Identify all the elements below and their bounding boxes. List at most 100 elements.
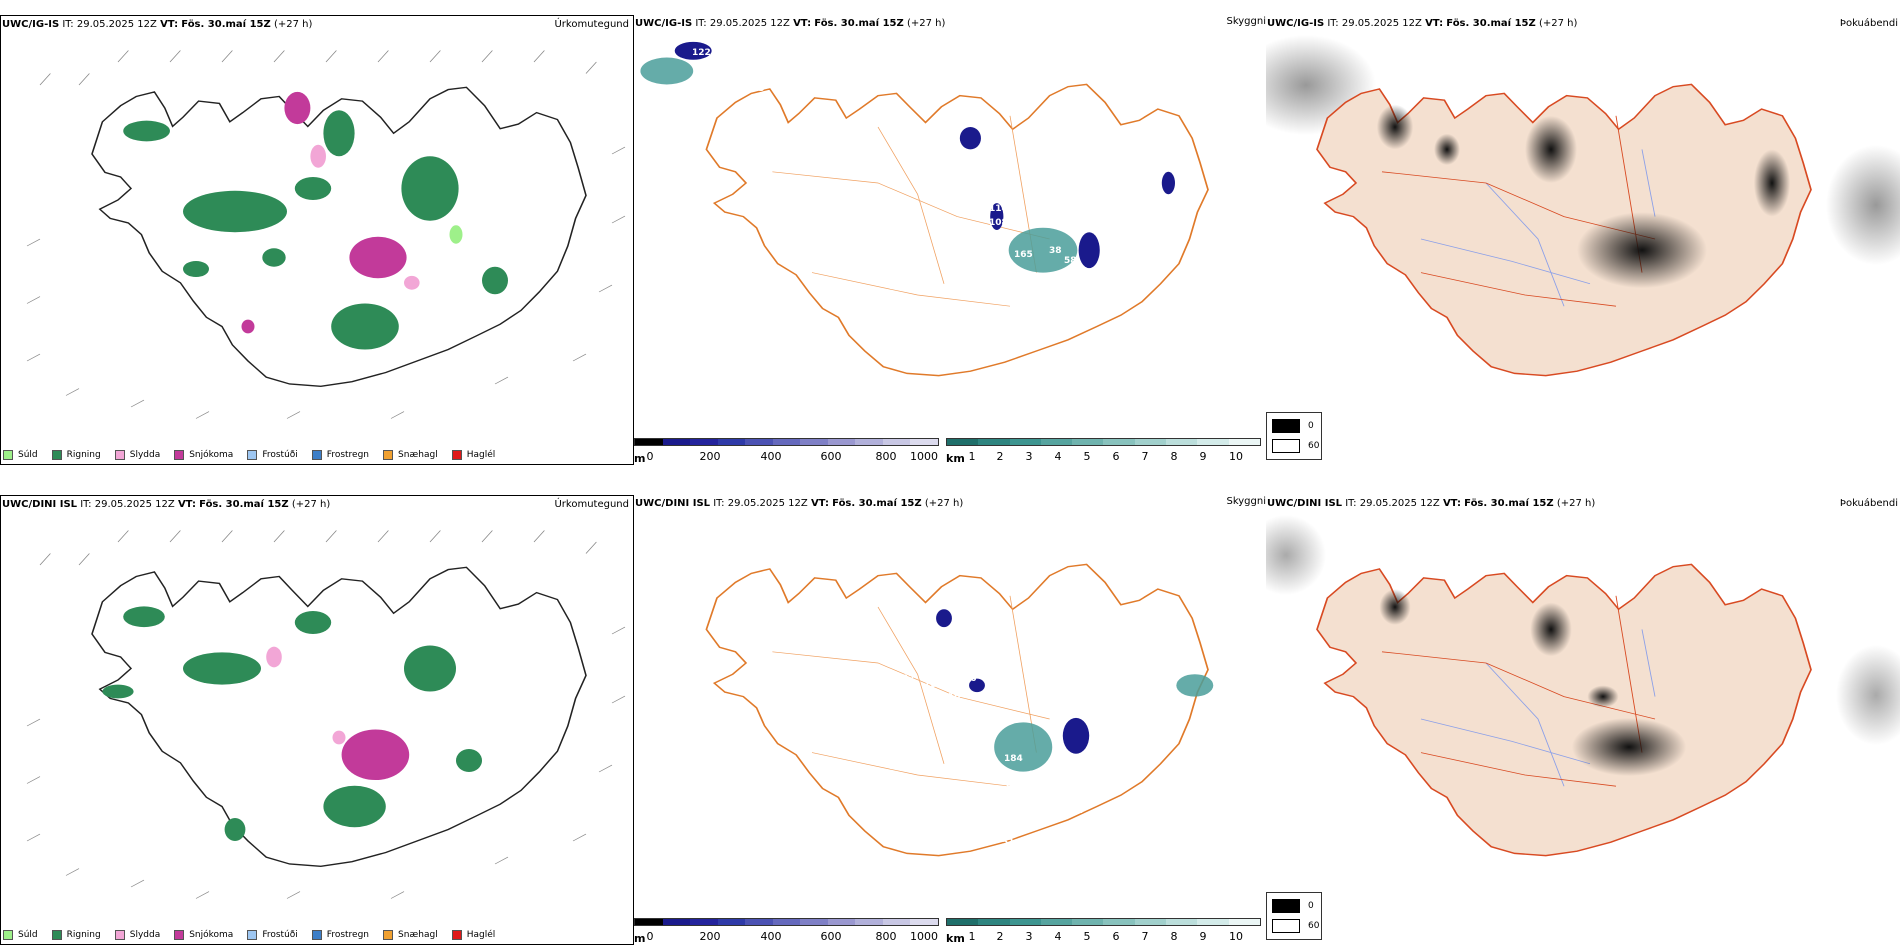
legend-swatch	[114, 930, 125, 940]
vis-value-label: 85	[882, 600, 895, 610]
visibility-tick: 10	[1229, 930, 1243, 943]
vis-value-label: 38	[1049, 246, 1062, 256]
visibility-unit: km	[946, 452, 965, 465]
legend-label: Frostregn	[326, 930, 370, 940]
legend-swatch	[451, 450, 462, 460]
vis-value-label: 52	[1084, 270, 1097, 280]
legend-item: Snæhagl	[383, 930, 438, 940]
legend-item: Frostúði	[247, 450, 298, 460]
legend-label: Snæhagl	[398, 930, 438, 940]
cloud-base-bar-segment	[635, 919, 663, 925]
legend-item: Snjókoma	[174, 930, 233, 940]
vis-value-label: 55	[752, 84, 765, 94]
vt-label: VT:	[793, 18, 812, 29]
visibility-bar-segment	[1040, 439, 1073, 445]
model-name: UWC/IG-IS	[2, 19, 60, 30]
visibility-panel-dini: 85 25 18 22 16 10 16 184 86 283 28 349 123 161 12 40 51 …	[634, 495, 1266, 945]
vis-value-label: 84	[1036, 280, 1049, 290]
it-label: IT:	[1327, 18, 1339, 29]
legend-swatch	[51, 930, 62, 940]
legend-swatch	[383, 930, 394, 940]
visibility-tick: 7	[1141, 450, 1149, 463]
cloud-base-bar-segment	[717, 439, 746, 445]
visibility-bar-segment	[1009, 919, 1041, 925]
visibility-bar-segment	[1228, 919, 1260, 925]
vt-label: VT:	[177, 499, 196, 510]
visibility-bar-segment	[1134, 919, 1167, 925]
it-label: IT:	[713, 498, 725, 509]
visibility-bar-segment	[1166, 439, 1198, 445]
cloud-base-bar-segment	[772, 439, 801, 445]
cloud-base-tick: 1000	[910, 930, 938, 943]
visibility-tick: 2	[996, 450, 1004, 463]
legend-swatch	[451, 930, 462, 940]
vis-value-label: 11	[1052, 304, 1065, 314]
cloud-base-bar	[634, 918, 939, 926]
it-value: 29.05.2025 12Z	[94, 499, 175, 510]
visibility-bar-segment	[947, 439, 979, 445]
cloud-base-bar-segment	[910, 439, 939, 445]
legend-item: Haglél	[451, 930, 495, 940]
legend-label: Haglél	[466, 450, 496, 460]
fog-map-igis	[1266, 35, 1900, 377]
it-value: 29.05.2025 12Z	[1359, 498, 1440, 509]
visibility-bar-segment	[1228, 439, 1260, 445]
vt-label: VT:	[810, 498, 829, 509]
vis-value-label: 108	[682, 26, 701, 36]
vis-value-label: 18	[892, 686, 905, 696]
vis-value-label: 25	[879, 686, 892, 696]
vis-value-label: 90	[899, 400, 912, 410]
lead-time: (+27 h)	[1556, 498, 1596, 509]
cloud-base-bar-segment	[882, 439, 911, 445]
vis-value-label: 16	[924, 680, 937, 690]
vis-value-label: 106	[900, 132, 919, 142]
fog-legend-label: 0	[1308, 421, 1314, 431]
cloud-base-bar-segment	[772, 919, 801, 925]
legend-swatch	[247, 450, 258, 460]
vis-value-label: 161	[1064, 806, 1083, 816]
legend-swatch	[3, 450, 13, 460]
legend-label: Rigning	[66, 930, 101, 940]
legend-item: Frostregn	[311, 450, 369, 460]
visibility-tick: 5	[1083, 930, 1091, 943]
visibility-bar-segment	[1166, 919, 1198, 925]
model-name: UWC/IG-IS	[635, 18, 693, 29]
cloud-base-bar-segment	[745, 439, 773, 445]
legend-item: Slydda	[114, 450, 160, 460]
precip-type-legend: Súld Rigning Slydda Snjókoma Frostúði Fr…	[3, 930, 495, 940]
cloud-base-unit: m	[634, 932, 646, 945]
fog-legend-swatch	[1272, 439, 1300, 453]
fog-panel-igis: UWC/IG-IS IT: 29.05.2025 12Z VT: Fös. 30…	[1266, 15, 1900, 465]
panel-title: Þokuábendi	[1839, 18, 1898, 29]
vis-value-label: 122	[692, 48, 711, 58]
legend-label: Súld	[18, 930, 38, 940]
vis-value-label: 165	[1014, 250, 1033, 260]
visibility-bar-segment	[1040, 919, 1073, 925]
it-label: IT:	[80, 499, 92, 510]
fog-legend-item: 60	[1272, 919, 1319, 933]
legend-swatch	[3, 930, 13, 940]
vis-value-label: 283	[1006, 796, 1025, 806]
fog-legend-item: 0	[1272, 899, 1314, 913]
cloud-base-tick: 400	[760, 450, 782, 463]
precip-type-panel-igis: UWC/IG-IS IT: 29.05.2025 12Z VT: Fös. 30…	[0, 15, 634, 465]
visibility-tick: 9	[1199, 930, 1207, 943]
it-value: 29.05.2025 12Z	[1341, 18, 1422, 29]
vt-value: Fös. 30.maí 15Z	[832, 498, 922, 509]
visibility-tick: 4	[1054, 930, 1062, 943]
legend-swatch	[311, 450, 322, 460]
vt-value: Fös. 30.maí 15Z	[1446, 18, 1536, 29]
cloud-base-bar-segment	[690, 919, 718, 925]
vt-label: VT:	[1425, 18, 1444, 29]
visibility-tick: 8	[1170, 450, 1178, 463]
visibility-bar-segment	[1072, 439, 1104, 445]
visibility-bar-segment	[978, 439, 1010, 445]
visibility-tick: 9	[1199, 450, 1207, 463]
legend-item: Haglél	[451, 450, 496, 460]
visibility-tick: 1	[968, 450, 976, 463]
vt-label: VT:	[160, 19, 179, 30]
lead-time: (+27 h)	[924, 498, 964, 509]
legend-swatch	[174, 450, 185, 460]
